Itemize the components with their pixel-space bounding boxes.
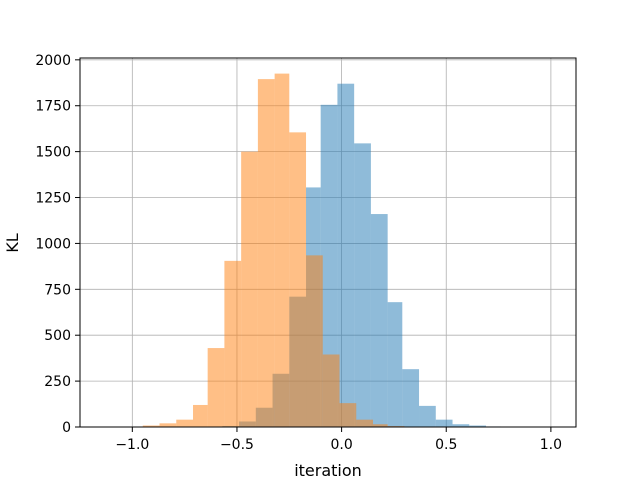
y-tick-label: 250 [44, 374, 71, 390]
histogram-bar-series-2 [372, 424, 388, 427]
y-tick-label: 0 [62, 420, 71, 436]
histogram-bar-series-2 [339, 403, 357, 427]
histogram-bar-series-1 [337, 83, 355, 428]
histogram-bar-series-2 [257, 79, 275, 427]
histogram-bar-series-1 [320, 104, 338, 428]
histogram-bar-series-1 [452, 424, 470, 427]
y-tick-label: 1750 [35, 99, 71, 115]
histogram-bar-series-1 [402, 369, 420, 427]
y-tick-label: 750 [44, 282, 71, 298]
x-axis-label: iteration [294, 461, 362, 480]
histogram-bar-series-2 [193, 404, 208, 427]
histogram-bar-series-2 [207, 348, 225, 427]
histogram-bar-series-2 [241, 151, 258, 427]
y-tick-label: 1000 [35, 236, 71, 252]
x-tick-label: 0.5 [435, 437, 457, 453]
x-tick-label: 1.0 [540, 437, 562, 453]
histogram-bar-series-1 [370, 214, 388, 427]
histogram-bar-series-2 [306, 255, 323, 427]
x-tick-label: 0.0 [330, 437, 352, 453]
histogram-bar-series-2 [356, 419, 373, 427]
x-tick-label: −1.0 [115, 437, 149, 453]
histogram-bar-series-1 [435, 419, 453, 427]
histogram-bar-series-2 [159, 423, 177, 427]
axis-ticks: −1.0 −0.5 0.0 0.5 1.0 0 250 500 750 1000 1250 1500 1… [35, 53, 562, 453]
histogram-bar-series-2 [322, 354, 340, 427]
histogram-bar-series-2 [224, 260, 242, 427]
histogram-bar-series-1 [419, 405, 436, 427]
histogram-bars [142, 73, 501, 428]
histogram-bar-series-1 [387, 302, 403, 427]
y-axis-label: KL [3, 233, 22, 252]
axes-frame [79, 57, 577, 428]
y-tick-label: 1500 [35, 145, 71, 161]
histogram-bar-series-2 [176, 419, 194, 427]
x-tick-label: −0.5 [220, 437, 254, 453]
histogram-bar-series-2 [142, 425, 160, 427]
histogram-bar-series-2 [274, 73, 290, 427]
histogram-bar-series-1 [354, 143, 371, 428]
y-tick-label: 2000 [35, 53, 71, 69]
y-tick-label: 500 [44, 328, 71, 344]
y-tick-label: 1250 [35, 191, 71, 207]
histogram-bar-series-1 [469, 425, 487, 427]
histogram-bar-series-2 [289, 132, 307, 427]
